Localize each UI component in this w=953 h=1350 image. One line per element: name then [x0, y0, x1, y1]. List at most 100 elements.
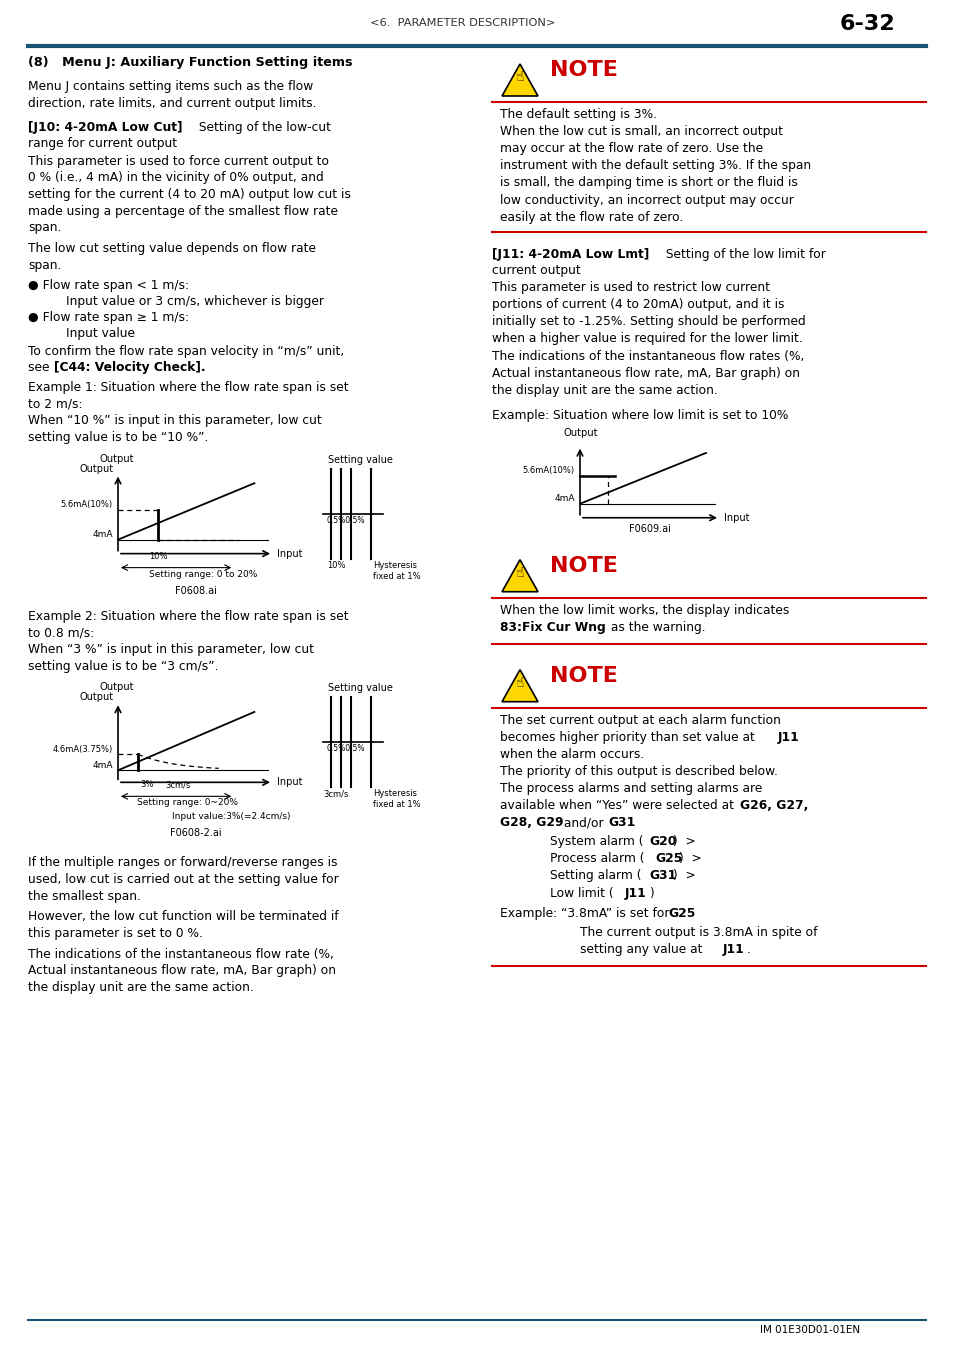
Text: NOTE: NOTE [550, 666, 618, 686]
Text: Example: Situation where low limit is set to 10%: Example: Situation where low limit is se… [492, 409, 787, 423]
Text: when a higher value is required for the lower limit.: when a higher value is required for the … [492, 332, 801, 346]
Text: 83:Fix Cur Wng: 83:Fix Cur Wng [499, 621, 605, 634]
Text: <6.  PARAMETER DESCRIPTION>: <6. PARAMETER DESCRIPTION> [370, 18, 555, 28]
Text: 10%: 10% [327, 560, 345, 570]
Text: as the warning.: as the warning. [606, 621, 705, 634]
Text: This parameter is used to force current output to: This parameter is used to force current … [28, 155, 329, 167]
Polygon shape [501, 560, 537, 591]
Text: range for current output: range for current output [28, 138, 177, 150]
Text: NOTE: NOTE [550, 556, 618, 575]
Text: This parameter is used to restrict low current: This parameter is used to restrict low c… [492, 281, 769, 294]
Text: Output: Output [80, 463, 114, 474]
Text: Output: Output [100, 454, 134, 463]
Text: J11: J11 [722, 942, 744, 956]
Text: G20: G20 [648, 836, 676, 848]
Text: 5.6mA(10%): 5.6mA(10%) [522, 466, 575, 475]
Text: Setting value: Setting value [328, 455, 393, 464]
Text: current output: current output [492, 263, 580, 277]
Text: .: . [631, 817, 636, 829]
Text: when the alarm occurs.: when the alarm occurs. [499, 748, 643, 761]
Text: Setting alarm (: Setting alarm ( [550, 869, 640, 883]
Text: Low limit (: Low limit ( [550, 887, 613, 899]
Text: When the low cut is small, an incorrect output: When the low cut is small, an incorrect … [499, 126, 782, 138]
Text: 0.5%0.5%: 0.5%0.5% [327, 516, 365, 525]
Text: portions of current (4 to 20mA) output, and it is: portions of current (4 to 20mA) output, … [492, 298, 783, 312]
Text: When “3 %” is input in this parameter, low cut: When “3 %” is input in this parameter, l… [28, 643, 314, 656]
Text: F0608.ai: F0608.ai [174, 586, 216, 595]
Text: span.: span. [28, 259, 61, 271]
Text: G31: G31 [648, 869, 676, 883]
Polygon shape [501, 670, 537, 702]
Text: Menu J contains setting items such as the flow: Menu J contains setting items such as th… [28, 80, 313, 93]
Text: G26, G27,: G26, G27, [740, 799, 807, 813]
Text: Setting value: Setting value [328, 683, 393, 694]
Text: ● Flow rate span < 1 m/s:: ● Flow rate span < 1 m/s: [28, 279, 189, 293]
Text: [J11: 4-20mA Low Lmt]: [J11: 4-20mA Low Lmt] [492, 248, 649, 261]
Text: Setting of the low limit for: Setting of the low limit for [661, 248, 825, 261]
Text: G28, G29: G28, G29 [499, 817, 563, 829]
Text: 4mA: 4mA [92, 531, 112, 539]
Text: see: see [28, 360, 53, 374]
Text: [J10: 4-20mA Low Cut]: [J10: 4-20mA Low Cut] [28, 122, 182, 135]
Text: instrument with the default setting 3%. If the span: instrument with the default setting 3%. … [499, 159, 810, 173]
Text: When “10 %” is input in this parameter, low cut: When “10 %” is input in this parameter, … [28, 414, 321, 428]
Text: When the low limit works, the display indicates: When the low limit works, the display in… [499, 603, 788, 617]
Text: J11: J11 [624, 887, 646, 899]
Text: Setting range: 0 to 20%: Setting range: 0 to 20% [149, 570, 257, 579]
Text: The indications of the instantaneous flow rate (%,: The indications of the instantaneous flo… [28, 948, 334, 961]
Polygon shape [501, 63, 537, 96]
Text: Hysteresis: Hysteresis [373, 790, 416, 798]
Text: G31: G31 [607, 817, 635, 829]
Text: The current output is 3.8mA in spite of: The current output is 3.8mA in spite of [579, 926, 817, 938]
Text: initially set to -1.25%. Setting should be performed: initially set to -1.25%. Setting should … [492, 316, 805, 328]
Text: used, low cut is carried out at the setting value for: used, low cut is carried out at the sett… [28, 873, 338, 886]
Text: However, the low cut function will be terminated if: However, the low cut function will be te… [28, 910, 338, 923]
Text: Example 2: Situation where the flow rate span is set: Example 2: Situation where the flow rate… [28, 610, 348, 622]
Text: 3cm/s: 3cm/s [165, 780, 191, 790]
Text: the display unit are the same action.: the display unit are the same action. [492, 383, 717, 397]
Text: ☝: ☝ [516, 566, 524, 579]
Text: F0608-2.ai: F0608-2.ai [170, 829, 221, 838]
Text: may occur at the flow rate of zero. Use the: may occur at the flow rate of zero. Use … [499, 142, 762, 155]
Text: Output: Output [100, 682, 134, 693]
Text: To confirm the flow rate span velocity in “m/s” unit,: To confirm the flow rate span velocity i… [28, 344, 344, 358]
Text: low conductivity, an incorrect output may occur: low conductivity, an incorrect output ma… [499, 193, 793, 207]
Text: System alarm (: System alarm ( [550, 836, 643, 848]
Text: IM 01E30D01-01EN: IM 01E30D01-01EN [760, 1324, 860, 1335]
Text: setting value is to be “3 cm/s”.: setting value is to be “3 cm/s”. [28, 660, 218, 672]
Text: ): ) [648, 887, 653, 899]
Text: Example 1: Situation where the flow rate span is set: Example 1: Situation where the flow rate… [28, 381, 348, 394]
Text: Input value: Input value [66, 327, 135, 340]
Text: Setting of the low-cut: Setting of the low-cut [194, 122, 331, 135]
Text: 0 % (i.e., 4 mA) in the vicinity of 0% output, and: 0 % (i.e., 4 mA) in the vicinity of 0% o… [28, 171, 323, 185]
Text: Actual instantaneous flow rate, mA, Bar graph) on: Actual instantaneous flow rate, mA, Bar … [492, 367, 800, 379]
Text: ☝: ☝ [516, 70, 524, 84]
Text: The low cut setting value depends on flow rate: The low cut setting value depends on flo… [28, 242, 315, 255]
Text: The priority of this output is described below.: The priority of this output is described… [499, 765, 777, 778]
Text: F0609.ai: F0609.ai [628, 524, 670, 533]
Text: G25: G25 [655, 852, 681, 865]
Text: becomes higher priority than set value at: becomes higher priority than set value a… [499, 730, 758, 744]
Text: 4mA: 4mA [554, 494, 575, 504]
Text: 4.6mA(3.75%): 4.6mA(3.75%) [52, 745, 112, 753]
Text: to 0.8 m/s:: to 0.8 m/s: [28, 626, 94, 640]
Text: Output: Output [563, 428, 598, 437]
Text: )  >: ) > [672, 869, 695, 883]
Text: The indications of the instantaneous flow rates (%,: The indications of the instantaneous flo… [492, 350, 803, 363]
Text: Input value:3%(=2.4cm/s): Input value:3%(=2.4cm/s) [172, 813, 291, 821]
Text: 0.5%0.5%: 0.5%0.5% [327, 744, 365, 753]
Text: setting any value at: setting any value at [579, 942, 705, 956]
Text: (8)   Menu J: Auxiliary Function Setting items: (8) Menu J: Auxiliary Function Setting i… [28, 55, 352, 69]
Text: NOTE: NOTE [550, 59, 618, 80]
Text: and/or: and/or [559, 817, 607, 829]
Text: 3%: 3% [140, 780, 153, 790]
Text: ● Flow rate span ≥ 1 m/s:: ● Flow rate span ≥ 1 m/s: [28, 312, 189, 324]
Text: Setting range: 0~20%: Setting range: 0~20% [136, 798, 237, 807]
Text: 10%: 10% [149, 552, 167, 560]
Text: made using a percentage of the smallest flow rate: made using a percentage of the smallest … [28, 205, 337, 217]
Text: 3cm/s: 3cm/s [323, 790, 349, 798]
Text: Process alarm (: Process alarm ( [550, 852, 644, 865]
Text: [C44: Velocity Check].: [C44: Velocity Check]. [54, 360, 206, 374]
Text: 6-32: 6-32 [840, 14, 895, 34]
Text: 4mA: 4mA [92, 761, 112, 770]
